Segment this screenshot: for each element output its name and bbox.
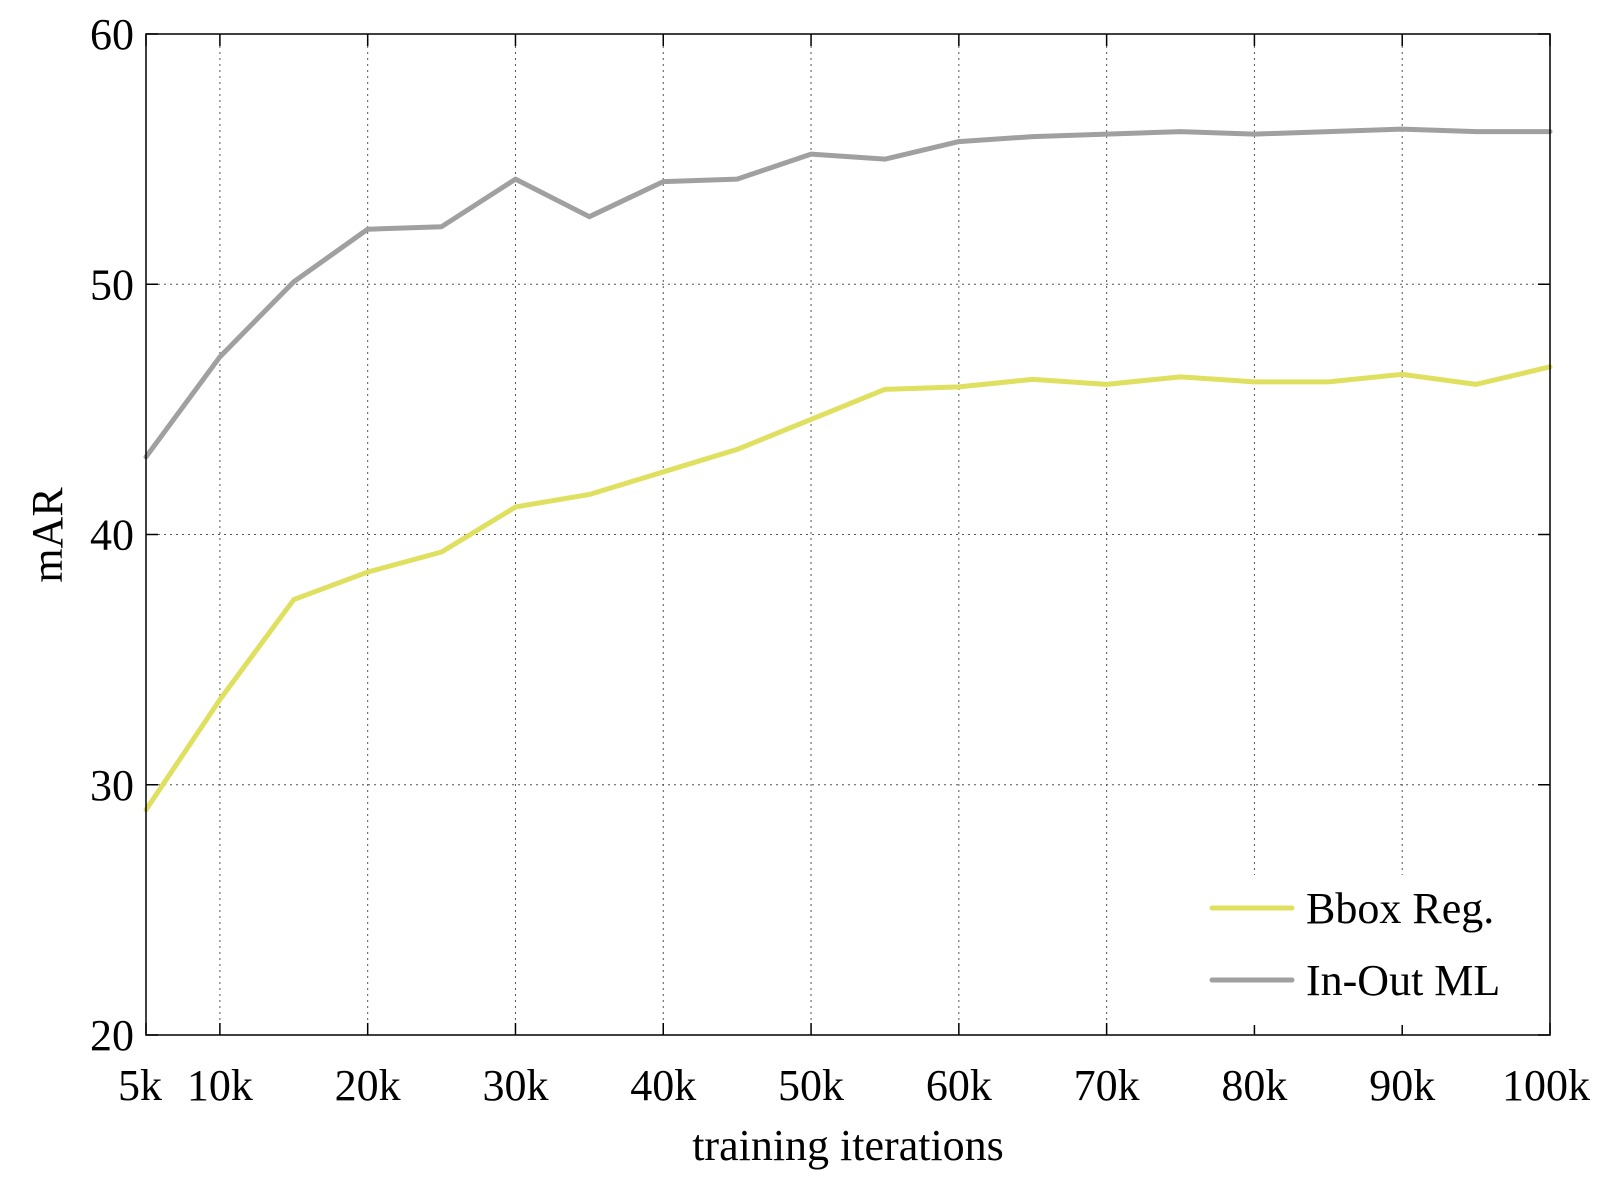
series-layer <box>143 126 1553 813</box>
x-tick-label: 50k <box>778 1061 844 1110</box>
x-tick-label: 100k <box>1502 1061 1590 1110</box>
series-line-bbox-reg <box>143 364 1553 813</box>
legend: Bbox Reg. In-Out ML <box>1190 875 1540 1025</box>
legend-label-bbox-reg: Bbox Reg. <box>1306 884 1494 933</box>
series-line-in-out-ml <box>143 126 1553 460</box>
y-axis-label: mAR <box>23 487 72 583</box>
legend-box <box>1190 875 1540 1025</box>
y-tick-label: 60 <box>90 10 134 59</box>
legend-label-in-out-ml: In-Out ML <box>1306 956 1500 1005</box>
y-tick-label: 50 <box>90 260 134 309</box>
x-tick-label: 40k <box>630 1061 696 1110</box>
x-tick-label: 60k <box>926 1061 992 1110</box>
y-tick-label: 40 <box>90 511 134 560</box>
x-axis-tick-labels: 5k 10k 20k 30k 40k 50k 60k 70k 80k 90k 100k <box>118 1061 1590 1110</box>
y-tick-label: 20 <box>90 1011 134 1060</box>
x-tick-label: 20k <box>335 1061 401 1110</box>
x-tick-label: 80k <box>1221 1061 1287 1110</box>
x-tick-label: 90k <box>1369 1061 1435 1110</box>
x-tick-label: 5k <box>118 1061 162 1110</box>
x-tick-label: 30k <box>482 1061 548 1110</box>
axis-ticks <box>145 33 1551 1036</box>
x-axis-label: training iterations <box>692 1121 1004 1170</box>
x-tick-label: 70k <box>1074 1061 1140 1110</box>
y-axis-tick-labels: 20 30 40 50 60 <box>90 10 134 1060</box>
grid <box>146 34 1550 1035</box>
x-tick-label: 10k <box>187 1061 253 1110</box>
y-tick-label: 30 <box>90 761 134 810</box>
